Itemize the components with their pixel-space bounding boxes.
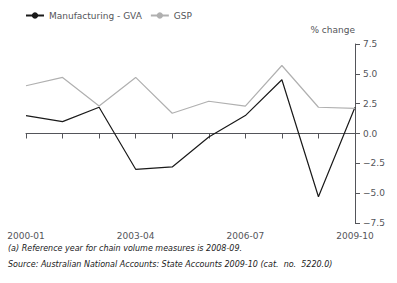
svg-text:0.0: 0.0 bbox=[363, 129, 378, 139]
svg-text:−2.5: −2.5 bbox=[363, 158, 385, 168]
svg-text:2003-04: 2003-04 bbox=[117, 231, 155, 241]
svg-text:−7.5: −7.5 bbox=[363, 218, 385, 228]
svg-text:7.5: 7.5 bbox=[363, 39, 377, 49]
svg-text:(a) Reference year for chain v: (a) Reference year for chain volume meas… bbox=[8, 244, 242, 253]
svg-text:2000-01: 2000-01 bbox=[7, 231, 45, 241]
svg-text:2.5: 2.5 bbox=[363, 99, 377, 109]
svg-text:Source: Australian National Ac: Source: Australian National Accounts: St… bbox=[8, 260, 332, 269]
svg-text:2006-07: 2006-07 bbox=[227, 231, 265, 241]
svg-text:GSP: GSP bbox=[174, 11, 193, 21]
svg-text:% change: % change bbox=[310, 25, 355, 35]
svg-text:Manufacturing - GVA: Manufacturing - GVA bbox=[49, 11, 143, 21]
svg-text:5.0: 5.0 bbox=[363, 69, 378, 79]
svg-text:2009-10: 2009-10 bbox=[336, 231, 374, 241]
svg-text:−5.0: −5.0 bbox=[363, 188, 385, 198]
